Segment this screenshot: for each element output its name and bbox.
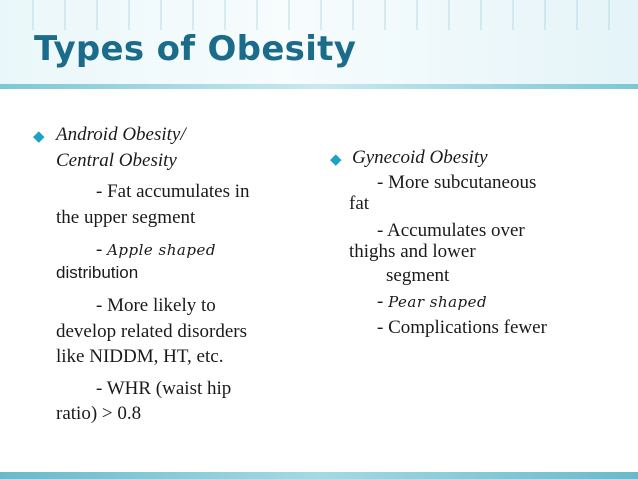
- header-tile: [384, 0, 418, 30]
- gynecoid-point4: - Complications fewer: [377, 317, 547, 338]
- gynecoid-point2-line1: - Accumulates over: [377, 220, 525, 241]
- header-tile: [480, 0, 514, 30]
- header-tile: [64, 0, 98, 30]
- apple-shaped-text: Apple shaped: [107, 241, 216, 259]
- android-point1-line2: the upper segment: [56, 207, 196, 228]
- pear-shaped-text: Pear shaped: [388, 293, 488, 311]
- header-tile: [416, 0, 450, 30]
- header-divider-band: [0, 84, 638, 89]
- header-tile: [288, 0, 322, 30]
- header-tile: [192, 0, 226, 30]
- header-tile: [224, 0, 258, 30]
- slide-title: Types of Obesity: [34, 29, 357, 69]
- gynecoid-heading: Gynecoid Obesity: [352, 147, 488, 168]
- android-point2-line2: distribution: [56, 263, 139, 282]
- header-tile: [320, 0, 354, 30]
- android-point3-line2: develop related disorders: [56, 321, 247, 342]
- android-heading-line2: Central Obesity: [56, 150, 177, 171]
- gynecoid-point1-line1: - More subcutaneous: [377, 172, 537, 193]
- header-tile: [512, 0, 546, 30]
- header-tile: [32, 0, 66, 30]
- diamond-bullet-icon: ◆: [33, 129, 45, 145]
- android-heading-line1: Android Obesity/: [56, 124, 186, 145]
- gynecoid-point3-line1: - Pear shaped: [377, 292, 487, 311]
- android-point4-line2: ratio) > 0.8: [56, 403, 142, 424]
- header-tile: [96, 0, 130, 30]
- gynecoid-point1-line2: fat: [349, 193, 370, 214]
- header-tile: [256, 0, 290, 30]
- header-tile: [0, 0, 34, 30]
- android-point3-line1: - More likely to: [96, 295, 216, 316]
- android-point2-line1: - Apple shaped: [96, 240, 216, 259]
- footer-band: [0, 472, 638, 479]
- header-tile: [576, 0, 610, 30]
- header-tile: [160, 0, 194, 30]
- gynecoid-point3-prefix: -: [377, 291, 389, 312]
- android-point1-line1: - Fat accumulates in: [96, 181, 250, 202]
- header-tile: [128, 0, 162, 30]
- diamond-bullet-icon: ◆: [330, 152, 342, 168]
- android-point3-line3: like NIDDM, HT, etc.: [56, 346, 224, 367]
- gynecoid-point2-line3: segment: [386, 265, 450, 286]
- header-tile: [352, 0, 386, 30]
- header-tile: [544, 0, 578, 30]
- header-tile: [608, 0, 638, 30]
- android-point4-line1: - WHR (waist hip: [96, 378, 232, 399]
- android-point2-prefix: -: [96, 239, 108, 260]
- header-tile: [448, 0, 482, 30]
- header-background: [0, 0, 638, 86]
- gynecoid-point2-line2: thighs and lower: [349, 241, 476, 262]
